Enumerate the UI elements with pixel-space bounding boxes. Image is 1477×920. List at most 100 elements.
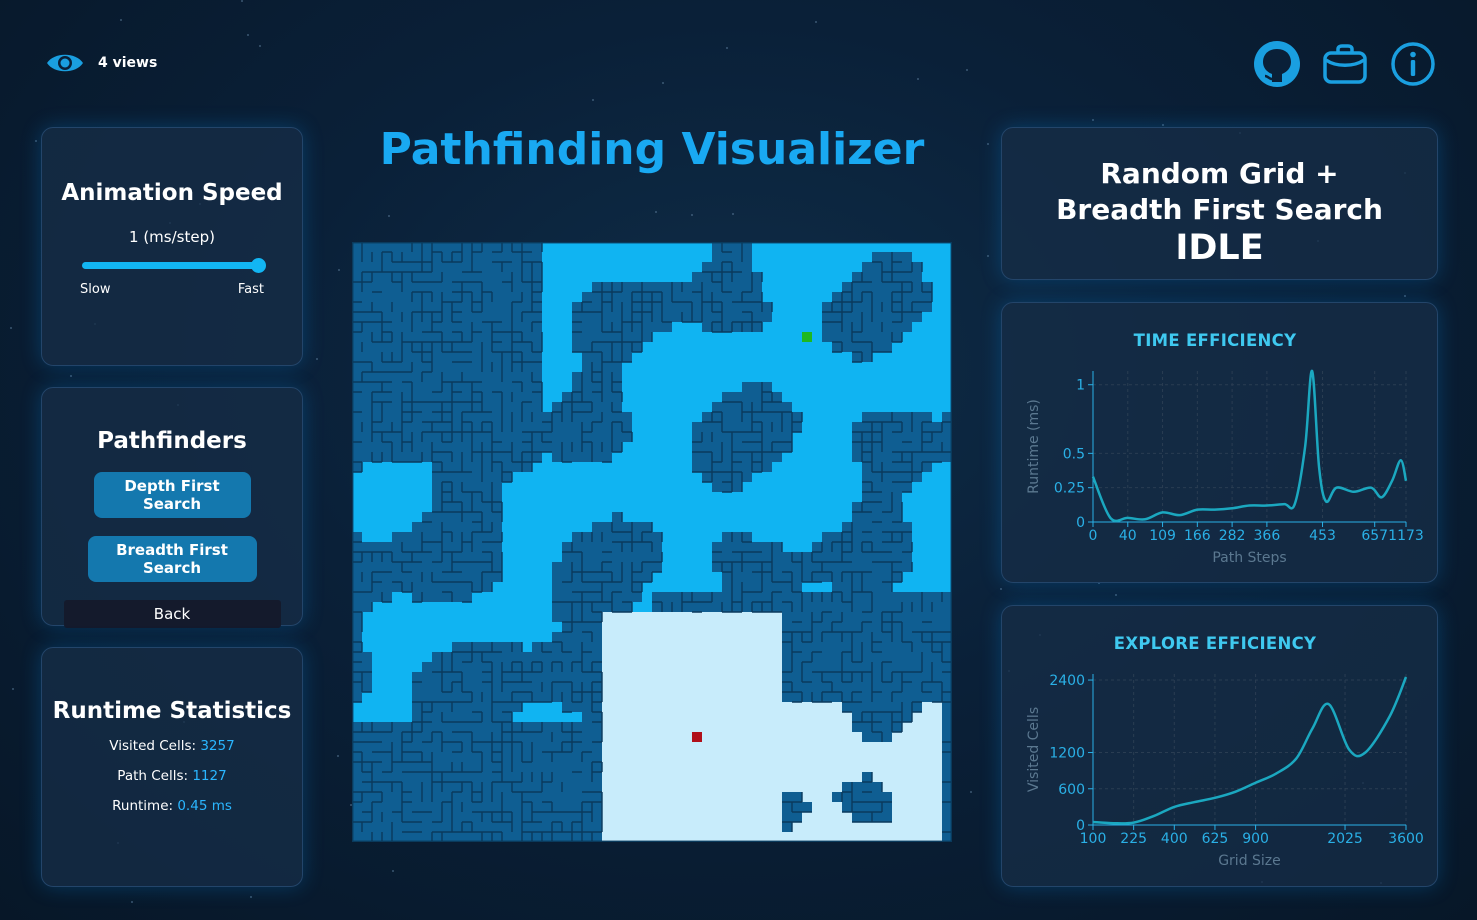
maze-cell[interactable] [532,242,543,253]
maze-cell[interactable] [622,242,633,253]
maze-cell[interactable] [832,722,843,733]
maze-cell[interactable] [462,332,473,343]
maze-cell[interactable] [622,742,633,753]
maze-cell[interactable] [902,292,913,303]
maze-cell[interactable] [722,272,733,283]
maze-cell[interactable] [582,812,593,823]
maze-cell[interactable] [372,502,383,513]
maze-cell[interactable] [722,292,733,303]
maze-cell[interactable] [622,372,633,383]
maze-cell[interactable] [872,592,883,603]
maze-cell[interactable] [842,582,853,593]
maze-cell[interactable] [912,312,923,323]
maze-cell[interactable] [732,552,743,563]
maze-cell[interactable] [742,422,753,433]
maze-cell[interactable] [822,362,833,373]
maze-cell[interactable] [472,332,483,343]
maze-cell[interactable] [842,722,853,733]
maze-cell[interactable] [872,782,883,793]
maze-cell[interactable] [552,662,563,673]
maze-cell[interactable] [692,822,703,833]
maze-cell[interactable] [442,502,453,513]
maze-cell[interactable] [822,342,833,353]
maze-cell[interactable] [402,802,413,813]
maze-cell[interactable] [792,342,803,353]
maze-cell[interactable] [602,812,613,823]
maze-cell[interactable] [852,442,863,453]
maze-cell[interactable] [512,242,523,253]
maze-cell[interactable] [452,452,463,463]
maze-cell[interactable] [532,322,543,333]
maze-cell[interactable] [812,362,823,373]
maze-cell[interactable] [942,352,952,363]
maze-cell[interactable] [822,292,833,303]
maze-cell[interactable] [882,342,893,353]
maze-cell[interactable] [412,662,423,673]
maze-cell[interactable] [502,262,513,273]
maze-cell[interactable] [632,412,643,423]
maze-cell[interactable] [892,412,903,423]
maze-cell[interactable] [862,502,873,513]
maze-cell[interactable] [862,602,873,613]
maze-cell[interactable] [602,672,613,683]
maze-cell[interactable] [742,792,753,803]
maze-cell[interactable] [382,312,393,323]
maze-cell[interactable] [612,332,623,343]
maze-cell[interactable] [722,352,733,363]
maze-cell[interactable] [742,462,753,473]
maze-cell[interactable] [842,702,853,713]
maze-cell[interactable] [602,722,613,733]
maze-cell[interactable] [502,772,513,783]
maze-cell[interactable] [502,472,513,483]
maze-cell[interactable] [412,442,423,453]
maze-cell[interactable] [862,812,873,823]
maze-cell[interactable] [392,532,403,543]
maze-cell[interactable] [552,492,563,503]
maze-cell[interactable] [902,592,913,603]
maze-cell[interactable] [592,442,603,453]
maze-cell[interactable] [722,652,733,663]
maze-cell[interactable] [362,482,373,493]
maze-cell[interactable] [492,342,503,353]
maze-cell[interactable] [602,502,613,513]
maze-cell[interactable] [552,642,563,653]
maze-cell[interactable] [562,552,573,563]
maze-cell[interactable] [572,502,583,513]
maze-cell[interactable] [802,472,813,483]
maze-cell[interactable] [512,542,523,553]
maze-cell[interactable] [782,482,793,493]
maze-cell[interactable] [752,382,763,393]
maze-cell[interactable] [612,682,623,693]
maze-cell[interactable] [382,792,393,803]
maze-cell[interactable] [372,382,383,393]
maze-cell[interactable] [672,522,683,533]
maze-cell[interactable] [872,302,883,313]
maze-cell[interactable] [502,572,513,583]
maze-cell[interactable] [482,452,493,463]
maze-cell[interactable] [552,462,563,473]
maze-cell[interactable] [452,812,463,823]
maze-cell[interactable] [652,832,663,842]
maze-cell[interactable] [832,282,843,293]
maze-cell[interactable] [422,832,433,842]
maze-cell[interactable] [502,282,513,293]
maze-cell[interactable] [742,662,753,673]
maze-cell[interactable] [512,742,523,753]
maze-cell[interactable] [682,422,693,433]
maze-cell[interactable] [822,802,833,813]
maze-cell[interactable] [662,582,673,593]
maze-cell[interactable] [912,752,923,763]
maze-cell[interactable] [652,462,663,473]
maze-cell[interactable] [442,282,453,293]
maze-cell[interactable] [352,742,363,753]
maze-cell[interactable] [632,362,643,373]
maze-cell[interactable] [732,422,743,433]
maze-cell[interactable] [712,382,723,393]
maze-cell[interactable] [502,502,513,513]
maze-cell[interactable] [752,322,763,333]
maze-cell[interactable] [922,752,933,763]
maze-cell[interactable] [462,452,473,463]
maze-cell[interactable] [672,672,683,683]
maze-cell[interactable] [472,542,483,553]
maze-cell[interactable] [742,622,753,633]
